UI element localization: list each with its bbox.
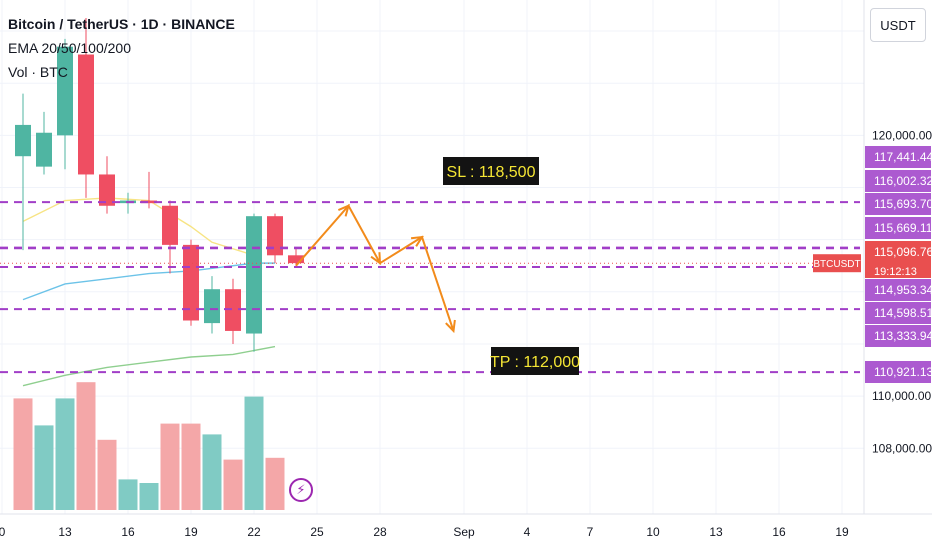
current-price-label: 115,096.76 [874,245,932,259]
lightning-icon[interactable]: ⚡ [289,478,313,502]
candle-body [183,244,199,321]
level-label-tag [865,170,931,192]
annotation-box [491,347,579,375]
arrow-head-icon [370,252,382,266]
x-tick-label: 16 [121,525,135,539]
candle-body [246,216,262,334]
level-label: 115,693.70 [874,197,932,211]
candle-body [57,46,73,136]
x-tick-label: 25 [310,525,324,539]
currency-button[interactable]: USDT [870,8,926,42]
x-tick-label: 10 [646,525,660,539]
volume-bar [202,434,222,510]
candle-body [78,54,94,175]
symbol-tag [813,254,861,273]
volume-bar [13,398,33,510]
symbol-tag-label: BTCUSDT [813,259,860,270]
current-price-tag [865,241,931,263]
candle-body [36,132,52,167]
volume-indicator-label[interactable]: Vol · BTC [8,64,68,80]
level-label-tag [865,217,931,239]
arrow-head-icon [410,235,424,247]
level-label-tag [865,361,931,383]
volume-bar [139,483,159,510]
volume-bar [76,382,96,510]
candle-body [267,216,283,256]
x-tick-label: 19 [184,525,198,539]
x-tick-label: 22 [247,525,261,539]
candle-body [162,205,178,245]
x-tick-label: 28 [373,525,387,539]
volume-bar [244,396,264,510]
symbol-title[interactable]: Bitcoin / TetherUS · 1D · BINANCE [8,16,235,32]
level-label: 116,002.32 [874,174,932,188]
volume-bar [160,423,180,510]
volume-bar [118,479,138,510]
level-label: 117,441.44 [874,150,932,164]
sl-label: SL : 118,500 [447,164,536,181]
candle-body [99,174,115,206]
tp-label: TP : 112,000 [490,354,580,371]
volume-bar [181,423,201,510]
level-label: 113,333.94 [874,329,932,343]
volume-bar [97,439,117,510]
arrow-head-icon [445,319,456,334]
countdown-tag [865,263,931,278]
level-label: 114,598.51 [874,306,932,320]
level-label: 115,669.11 [874,221,932,235]
x-tick-label: 16 [772,525,786,539]
ema-200-line [22,345,276,387]
candle-body [141,200,157,204]
y-tick-label: 108,000.00 [872,441,932,455]
y-tick-label: 120,000.00 [872,128,932,142]
level-label: 110,921.13 [874,365,932,379]
level-label-tag [865,193,931,215]
level-label: 114,953.34 [874,283,932,297]
ema-indicator-label[interactable]: EMA 20/50/100/200 [8,40,131,56]
level-label-tag [865,146,931,168]
candle-body [288,255,304,264]
volume-bar [265,457,285,510]
annotation-box [443,157,539,185]
volume-bar [55,398,75,510]
candle-body [225,289,241,331]
x-tick-label: 4 [524,525,531,539]
candle-body [15,124,31,157]
level-label-tag [865,325,931,347]
x-tick-label: 13 [709,525,723,539]
x-tick-label: Sep [453,525,475,539]
countdown-label: 19:12:13 [874,266,917,278]
volume-bar [223,459,243,510]
candle-body [204,289,220,324]
level-label-tag [865,279,931,301]
y-tick-label: 110,000.00 [872,389,931,403]
x-tick-label: 0 [0,525,6,539]
volume-bar [34,425,54,510]
arrow-head-icon [337,204,351,217]
x-tick-label: 19 [835,525,849,539]
chart-legend: Bitcoin / TetherUS · 1D · BINANCE EMA 20… [8,12,235,84]
level-label-tag [865,302,931,324]
x-tick-label: 7 [587,525,594,539]
x-tick-label: 13 [58,525,72,539]
